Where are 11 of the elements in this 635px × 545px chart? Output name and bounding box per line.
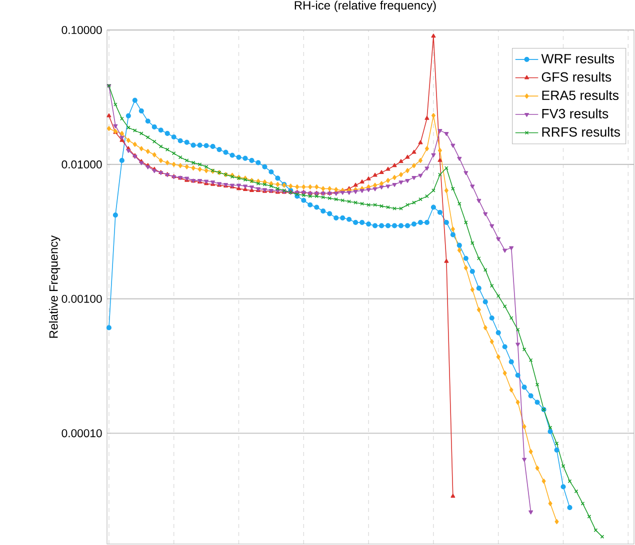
legend-label: GFS results: [542, 72, 612, 82]
legend-label: WRF results: [541, 54, 614, 64]
y-tick-label: 0.00010: [62, 429, 102, 438]
legend-label: RRFS results: [542, 126, 620, 137]
y-tick-label: 0.00100: [62, 294, 102, 303]
y-tick-label: 0.01000: [62, 160, 102, 168]
legend-label: ERA5 results: [542, 90, 619, 100]
chart-title: RH-ice (relative frequency): [294, 0, 436, 12]
y-axis-title: Relative Frequency: [48, 235, 60, 338]
y-tick-label: 0.10000: [62, 26, 102, 34]
legend-label: FV3 results: [542, 108, 608, 118]
